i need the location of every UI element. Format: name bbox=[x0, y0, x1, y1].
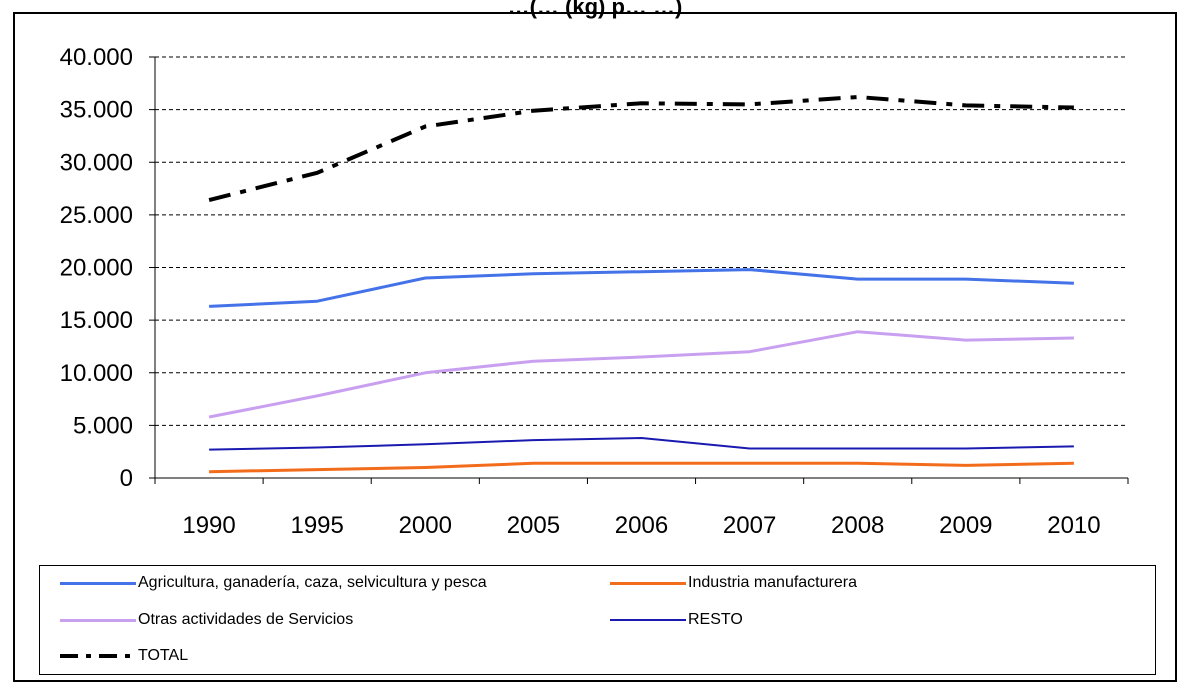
legend-label: Agricultura, ganadería, caza, selvicultu… bbox=[138, 574, 487, 591]
x-tick-label-2: 2000 bbox=[399, 512, 452, 539]
legend-swatch bbox=[60, 654, 136, 658]
legend-label: TOTAL bbox=[138, 647, 189, 664]
legend-label: Otras actividades de Servicios bbox=[138, 611, 354, 628]
legend-swatch bbox=[610, 581, 686, 585]
legend-item-4: TOTAL bbox=[60, 647, 188, 665]
series-line-2 bbox=[208, 330, 1074, 419]
y-tick-label-5: 25.000 bbox=[60, 202, 133, 229]
x-tick-label-1: 1995 bbox=[290, 512, 343, 539]
legend-item-3: RESTO bbox=[610, 611, 743, 629]
legend-label: RESTO bbox=[688, 611, 743, 628]
y-tick-label-4: 20.000 bbox=[60, 255, 133, 282]
axes: 0 5.000 10.000 15.000 20.000 25.000 30.000 35.0… bbox=[60, 44, 1129, 539]
y-tick-label-2: 10.000 bbox=[60, 360, 133, 387]
x-tick-label-0: 1990 bbox=[182, 512, 235, 539]
y-tick-label-8: 40.000 bbox=[60, 44, 133, 71]
chart-title: …(… (kg) p… …) bbox=[507, 0, 683, 19]
series-line-1 bbox=[209, 461, 1074, 474]
y-tick-label-6: 30.000 bbox=[60, 149, 133, 176]
legend-item-2: Otras actividades de Servicios bbox=[60, 611, 353, 629]
y-tick-label-7: 35.000 bbox=[60, 97, 133, 124]
legend-item-1: Industria manufacturera bbox=[610, 574, 857, 592]
x-tick-label-6: 2008 bbox=[831, 512, 884, 539]
series-line-0 bbox=[209, 268, 1074, 308]
gridlines bbox=[155, 56, 1128, 426]
series-line-3 bbox=[209, 437, 1074, 451]
y-tick-label-3: 15.000 bbox=[60, 307, 133, 334]
x-tick-label-3: 2005 bbox=[507, 512, 560, 539]
legend-swatch bbox=[610, 619, 686, 621]
legend-swatch bbox=[60, 581, 136, 585]
x-tick-label-4: 2006 bbox=[615, 512, 668, 539]
series-line-4 bbox=[208, 95, 1074, 203]
legend: Agricultura, ganadería, caza, selvicultu… bbox=[39, 565, 1156, 675]
x-tick-label-7: 2009 bbox=[939, 512, 992, 539]
series-lines bbox=[208, 95, 1074, 474]
legend-swatch bbox=[60, 618, 136, 622]
y-tick-label-0: 0 bbox=[120, 465, 133, 492]
x-tick-label-5: 2007 bbox=[723, 512, 776, 539]
y-tick-label-1: 5.000 bbox=[73, 412, 133, 439]
legend-label: Industria manufacturera bbox=[688, 574, 857, 591]
x-tick-label-8: 2010 bbox=[1047, 512, 1100, 539]
legend-item-0: Agricultura, ganadería, caza, selvicultu… bbox=[60, 574, 487, 592]
